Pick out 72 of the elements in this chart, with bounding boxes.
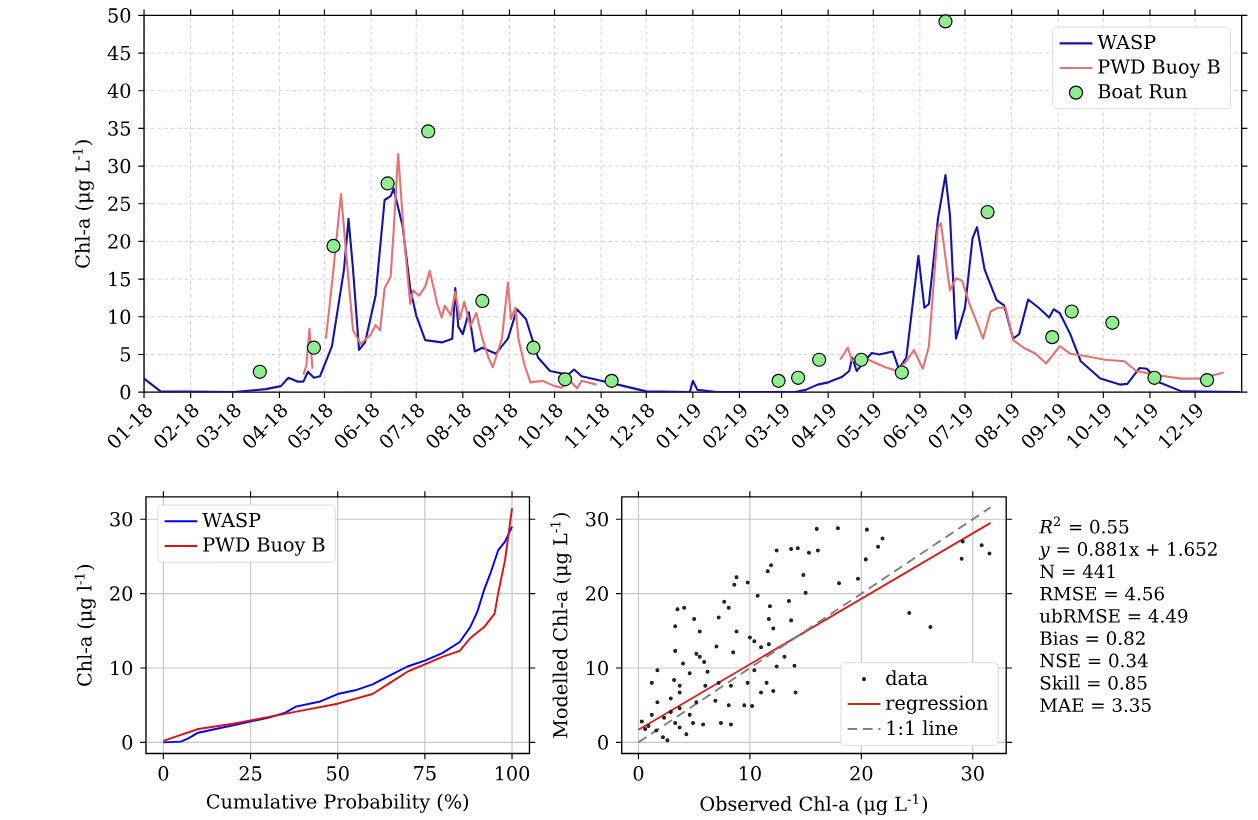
text: y = 0.881x + 1.652 <box>1038 542 1217 560</box>
point <box>1045 330 1060 345</box>
legend-label: data <box>886 670 928 686</box>
point <box>526 340 541 355</box>
y-tick-label: 35 <box>108 121 131 136</box>
point <box>252 364 267 379</box>
point <box>604 373 619 389</box>
x-axis-title: Observed Chl-a (μg L$^{-1}$) <box>700 793 928 816</box>
x-tick-label: 75 <box>414 766 436 781</box>
text: N = 441 <box>1040 564 1115 579</box>
text: Bias = 0.82 <box>1040 631 1145 646</box>
legend-label: regression <box>885 695 988 715</box>
x-tick-label: 10 <box>740 766 761 781</box>
y-tick-label: 10 <box>111 660 133 676</box>
y-tick-label: 0 <box>122 735 133 750</box>
legend-label: 1:1 line <box>887 720 958 736</box>
legend-label: PWD Buoy B <box>203 537 325 556</box>
text: MAE = 3.35 <box>1040 698 1151 713</box>
text: Skill = 0.85 <box>1040 675 1147 690</box>
point <box>854 352 869 367</box>
y-axis-title: Chl-a (μg l$^{-1}$) <box>74 565 96 686</box>
y-tick-label: 20 <box>110 586 133 601</box>
point <box>812 352 827 367</box>
point <box>938 14 953 29</box>
point <box>771 373 786 389</box>
x-tick-label: 0 <box>633 766 644 781</box>
point <box>421 124 436 139</box>
y-tick-label: 50 <box>108 8 131 23</box>
point <box>1064 304 1079 319</box>
y-tick-label: 10 <box>587 660 608 676</box>
x-tick-label: 25 <box>239 766 262 781</box>
point <box>980 205 995 220</box>
point <box>894 365 909 380</box>
y-tick-label: 0 <box>120 384 131 400</box>
point <box>1199 373 1215 388</box>
point <box>790 370 806 386</box>
y-tick-label: 0 <box>598 735 608 750</box>
point <box>557 372 573 387</box>
point <box>326 238 341 254</box>
y-tick-label: 10 <box>109 309 131 325</box>
text: NSE = 0.34 <box>1040 653 1148 668</box>
y-tick-label: 30 <box>110 511 133 527</box>
line-series <box>144 174 1242 393</box>
legend-label: WASP <box>1097 34 1156 50</box>
point <box>380 176 395 191</box>
y-tick-label: 20 <box>586 586 608 601</box>
y-axis-title: Modelled Chl-a (μg L$^{-1}$) <box>550 513 572 738</box>
point <box>1147 370 1162 386</box>
x-tick-label: 100 <box>496 766 530 781</box>
y-tick-label: 25 <box>108 196 131 212</box>
y-tick-label: 15 <box>109 271 131 287</box>
y-axis-title: Chl-a (μg L$^{-1}$) <box>72 140 94 268</box>
legend-label: Boat Run <box>1098 84 1187 99</box>
legend-label: WASP <box>202 512 261 528</box>
x-axis-title: Cumulative Probability (%) <box>206 793 469 813</box>
text: ubRMSE = 4.49 <box>1039 608 1188 623</box>
y-tick-label: 30 <box>586 511 608 527</box>
y-tick-label: 30 <box>108 158 131 174</box>
text: R$^{2}$ = 0.55 <box>1038 516 1129 534</box>
text: RMSE = 4.56 <box>1040 586 1164 601</box>
legend-label: PWD Buoy B <box>1098 59 1220 78</box>
y-tick-label: 20 <box>108 234 131 249</box>
x-tick-label: 30 <box>962 766 984 781</box>
y-tick-label: 5 <box>120 347 131 362</box>
y-tick-label: 40 <box>107 83 131 99</box>
y-tick-label: 45 <box>107 45 131 61</box>
x-tick-label: 20 <box>850 766 873 781</box>
x-tick-label: 0 <box>158 766 169 781</box>
x-tick-label: 50 <box>327 766 349 781</box>
point <box>306 340 322 355</box>
point <box>475 293 490 309</box>
point <box>1105 315 1120 330</box>
